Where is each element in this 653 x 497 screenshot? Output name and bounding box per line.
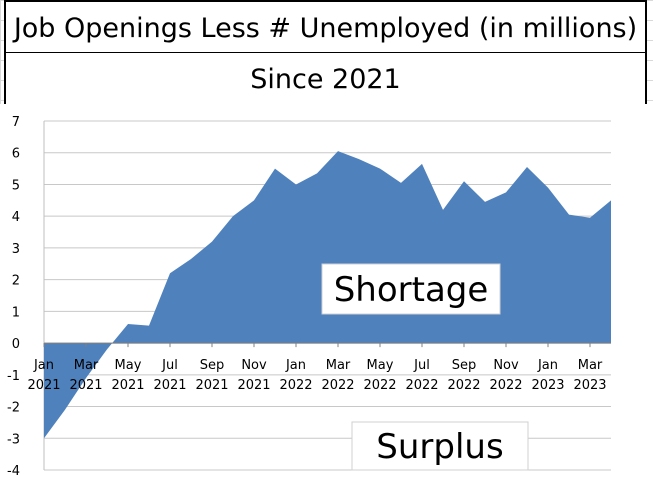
y-tick-label: 2 [12, 274, 20, 289]
x-tick-month: May [367, 358, 394, 373]
y-tick-label: 7 [12, 115, 20, 130]
x-tick-month: Jan [537, 358, 558, 373]
x-tick-year: 2021 [69, 378, 102, 393]
x-tick-year: 2021 [237, 378, 270, 393]
chart-subtitle: Since 2021 [250, 63, 401, 95]
y-tick-label: -4 [7, 464, 20, 479]
x-tick-month: Jan [285, 358, 306, 373]
x-tick-month: Mar [326, 358, 351, 373]
y-tick-label: 3 [12, 242, 20, 257]
area-chart: -4 -3 -2 -1 0 1 2 3 4 5 6 7 Jan 2021 Mar 2021 May 2021 Jul… [7, 115, 611, 479]
x-tick-year: 2023 [531, 378, 564, 393]
x-tick-year: 2022 [321, 378, 354, 393]
chart-subtitle-box: Since 2021 [4, 52, 647, 107]
x-tick-year: 2022 [363, 378, 396, 393]
y-tick-label: 5 [12, 178, 20, 193]
x-tick-month: Jan [33, 358, 54, 373]
annotation-shortage-box [321, 263, 501, 315]
x-tick-month: Jul [161, 358, 178, 373]
x-tick-month: Nov [241, 358, 267, 373]
chart-title-box: Job Openings Less # Unemployed (in milli… [4, 0, 647, 55]
annotation-surplus: Surplus [376, 427, 503, 467]
chart-title: Job Openings Less # Unemployed (in milli… [13, 12, 638, 44]
x-tick-year: 2021 [153, 378, 186, 393]
x-tick-month: May [115, 358, 142, 373]
y-tick-label: 6 [12, 147, 20, 162]
y-tick-label: 0 [12, 337, 20, 352]
x-tick-year: 2022 [447, 378, 480, 393]
chart-area: -4 -3 -2 -1 0 1 2 3 4 5 6 7 Jan 2021 Mar 2021 May 2021 Jul… [0, 104, 653, 497]
x-tick-month: Sep [200, 358, 225, 373]
annotation-surplus-box [351, 421, 529, 471]
y-tick-label: -3 [7, 432, 20, 447]
y-tick-label: 4 [12, 210, 20, 225]
x-tick-month: Mar [578, 358, 603, 373]
x-tick-month: Nov [493, 358, 519, 373]
x-tick-year: 2022 [405, 378, 438, 393]
x-tick-year: 2022 [489, 378, 522, 393]
x-tick-year: 2021 [195, 378, 228, 393]
x-tick-year: 2021 [27, 378, 60, 393]
x-tick-month: Jul [413, 358, 430, 373]
x-tick-year: 2023 [573, 378, 606, 393]
x-tick-month: Mar [74, 358, 99, 373]
x-tick-month: Sep [452, 358, 477, 373]
x-tick-year: 2022 [279, 378, 312, 393]
y-tick-label: -1 [7, 369, 20, 384]
y-tick-label: -2 [7, 401, 20, 416]
annotation-shortage: Shortage [334, 270, 489, 310]
x-tick-year: 2021 [111, 378, 144, 393]
y-tick-label: 1 [12, 305, 20, 320]
